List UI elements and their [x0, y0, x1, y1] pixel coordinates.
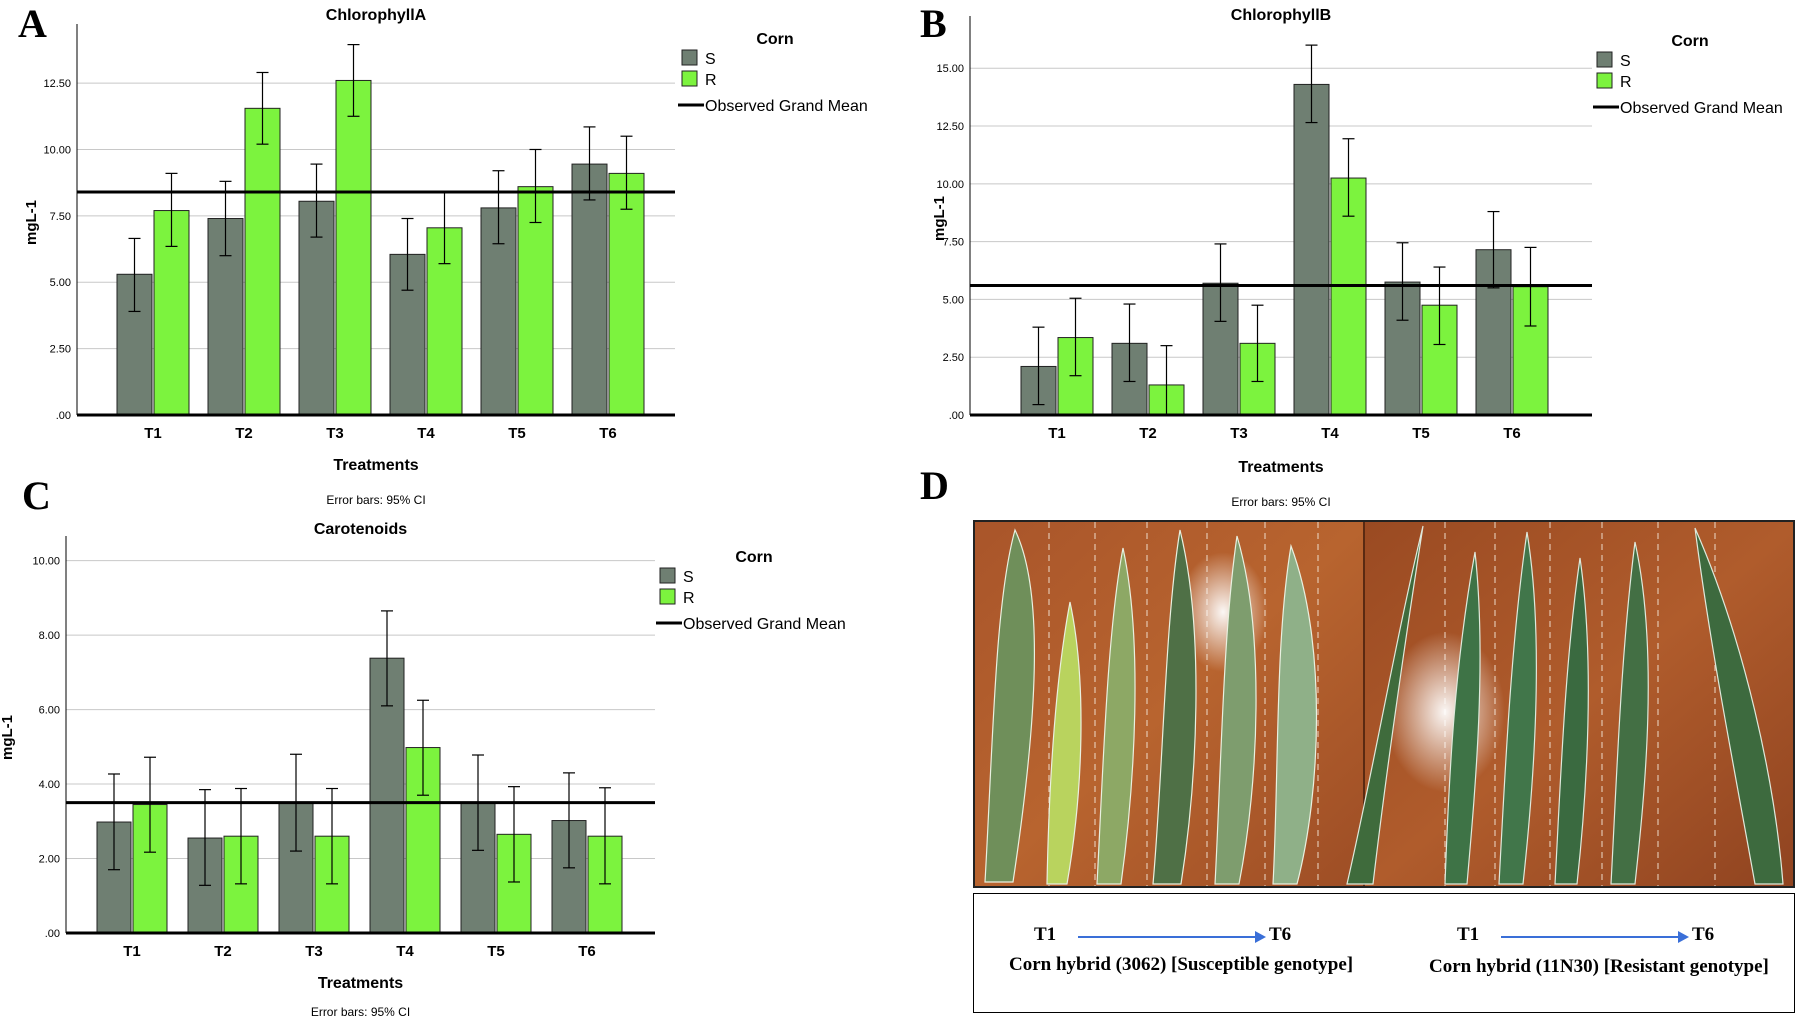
x-tick-a-t5: T5 [508, 425, 526, 442]
x-tick-c-t2: T2 [214, 943, 232, 960]
arrow-resistant [1501, 931, 1689, 943]
y-tick-b-6: 15.00 [936, 63, 964, 75]
y-tick-a-1: 2.50 [50, 344, 71, 356]
y-tick-a-0: .00 [56, 410, 71, 422]
caption-susceptible-genotype: Corn hybrid (3062) [Susceptible genotype… [1009, 954, 1354, 975]
caption-start-susceptible: T1 [1034, 924, 1057, 945]
chart-title-c: Carotenoids [314, 521, 407, 538]
y-tick-b-0: .00 [949, 410, 964, 422]
panel-label-d: D [920, 463, 949, 508]
x-tick-b-t1: T1 [1048, 425, 1066, 442]
bar-a-r-t3 [335, 79, 372, 416]
x-tick-b-t3: T3 [1230, 425, 1248, 442]
y-tick-a-5: 12.50 [43, 78, 71, 90]
panel-label-b: B [920, 1, 947, 46]
legend-label-s-c: S [683, 569, 694, 586]
legend-swatch-s-a [681, 49, 698, 66]
arrow-susceptible [1078, 931, 1266, 943]
x-tick-c-t4: T4 [396, 943, 414, 960]
caption-start-resistant: T1 [1457, 924, 1480, 945]
y-axis-label-a: mgL-1 [23, 200, 40, 245]
x-tick-b-t6: T6 [1503, 425, 1521, 442]
chart-carotenoids: .00 2.00 4.00 6.00 8.00 10.00 T1 T2 T3 T4 T5 T6 Caro… [0, 521, 846, 1019]
y-tick-c-0: .00 [45, 928, 60, 940]
legend-title-c: Corn [735, 549, 772, 566]
y-tick-b-3: 7.50 [943, 237, 964, 249]
chart-chlorophyll-b: .00 2.50 5.00 7.50 10.00 12.50 15.00 T1 T2 T3 T4 T5… [931, 7, 1783, 509]
photo-caption-box: T1 T6 Corn hybrid (3062) [Susceptible ge… [973, 893, 1795, 1013]
y-tick-c-3: 6.00 [39, 705, 60, 717]
legend-label-s-b: S [1620, 53, 1631, 70]
legend-label-mean-a: Observed Grand Mean [705, 98, 868, 115]
resistant-leaves [1346, 525, 1784, 885]
y-tick-b-4: 10.00 [936, 179, 964, 191]
bar-b-s-t4 [1293, 83, 1330, 416]
footnote-b: Error bars: 95% CI [1231, 495, 1330, 509]
x-axis-label-c: Treatments [318, 975, 403, 992]
leaf-photo-illustration [975, 522, 1793, 886]
chart-chlorophyll-a: .00 2.50 5.00 7.50 10.00 12.50 T1 T2 T3 T4 T5 T6 Chl… [23, 7, 868, 507]
legend-label-r-c: R [683, 590, 695, 607]
legend-swatch-r-c [659, 588, 676, 605]
susceptible-leaves [984, 528, 1318, 885]
legend-swatch-r-b [1596, 72, 1613, 89]
y-tick-b-1: 2.50 [943, 352, 964, 364]
y-axis-label-b: mgL-1 [931, 196, 948, 241]
caption-resistant-genotype: Corn hybrid (11N30) [Resistant genotype] [1429, 956, 1769, 977]
y-axis-label-c: mgL-1 [0, 715, 16, 760]
panel-label-c: C [22, 473, 51, 518]
x-tick-c-t6: T6 [578, 943, 596, 960]
legend-label-mean-b: Observed Grand Mean [1620, 100, 1783, 117]
x-axis-label-a: Treatments [333, 457, 418, 474]
x-tick-c-t3: T3 [305, 943, 323, 960]
legend-swatch-s-c [659, 567, 676, 584]
x-axis-label-b: Treatments [1238, 459, 1323, 476]
caption-end-resistant: T6 [1692, 924, 1715, 945]
legend-title-b: Corn [1671, 33, 1708, 50]
y-tick-a-4: 10.00 [43, 144, 71, 156]
x-tick-a-t4: T4 [417, 425, 435, 442]
y-tick-b-5: 12.50 [936, 121, 964, 133]
legend-swatch-s-b [1596, 51, 1613, 68]
y-tick-a-2: 5.00 [50, 277, 71, 289]
chart-title-a: ChlorophyllA [326, 7, 427, 24]
y-tick-c-4: 8.00 [39, 630, 60, 642]
bar-a-r-t2 [244, 107, 281, 416]
x-tick-b-t2: T2 [1139, 425, 1157, 442]
x-tick-b-t5: T5 [1412, 425, 1430, 442]
x-tick-c-t1: T1 [123, 943, 141, 960]
x-tick-a-t6: T6 [599, 425, 617, 442]
bar-a-r-t4 [426, 227, 463, 416]
x-tick-b-t4: T4 [1321, 425, 1339, 442]
footnote-c: Error bars: 95% CI [311, 1005, 410, 1019]
footnote-a: Error bars: 95% CI [326, 493, 425, 507]
y-tick-c-5: 10.00 [32, 556, 60, 568]
x-tick-a-t1: T1 [144, 425, 162, 442]
panel-label-a: A [18, 1, 47, 46]
x-tick-a-t2: T2 [235, 425, 253, 442]
y-tick-a-3: 7.50 [50, 211, 71, 223]
chart-title-b: ChlorophyllB [1231, 7, 1331, 24]
caption-end-susceptible: T6 [1269, 924, 1292, 945]
y-tick-b-2: 5.00 [943, 294, 964, 306]
legend-label-mean-c: Observed Grand Mean [683, 616, 846, 633]
legend-swatch-r-a [681, 70, 698, 87]
leaf-photo [973, 520, 1795, 888]
legend-label-r-a: R [705, 72, 717, 89]
y-tick-c-1: 2.00 [39, 854, 60, 866]
bar-a-r-t6 [608, 172, 645, 416]
x-tick-c-t5: T5 [487, 943, 505, 960]
legend-title-a: Corn [756, 31, 793, 48]
y-tick-c-2: 4.00 [39, 779, 60, 791]
legend-label-r-b: R [1620, 74, 1632, 91]
legend-label-s-a: S [705, 51, 716, 68]
x-tick-a-t3: T3 [326, 425, 344, 442]
